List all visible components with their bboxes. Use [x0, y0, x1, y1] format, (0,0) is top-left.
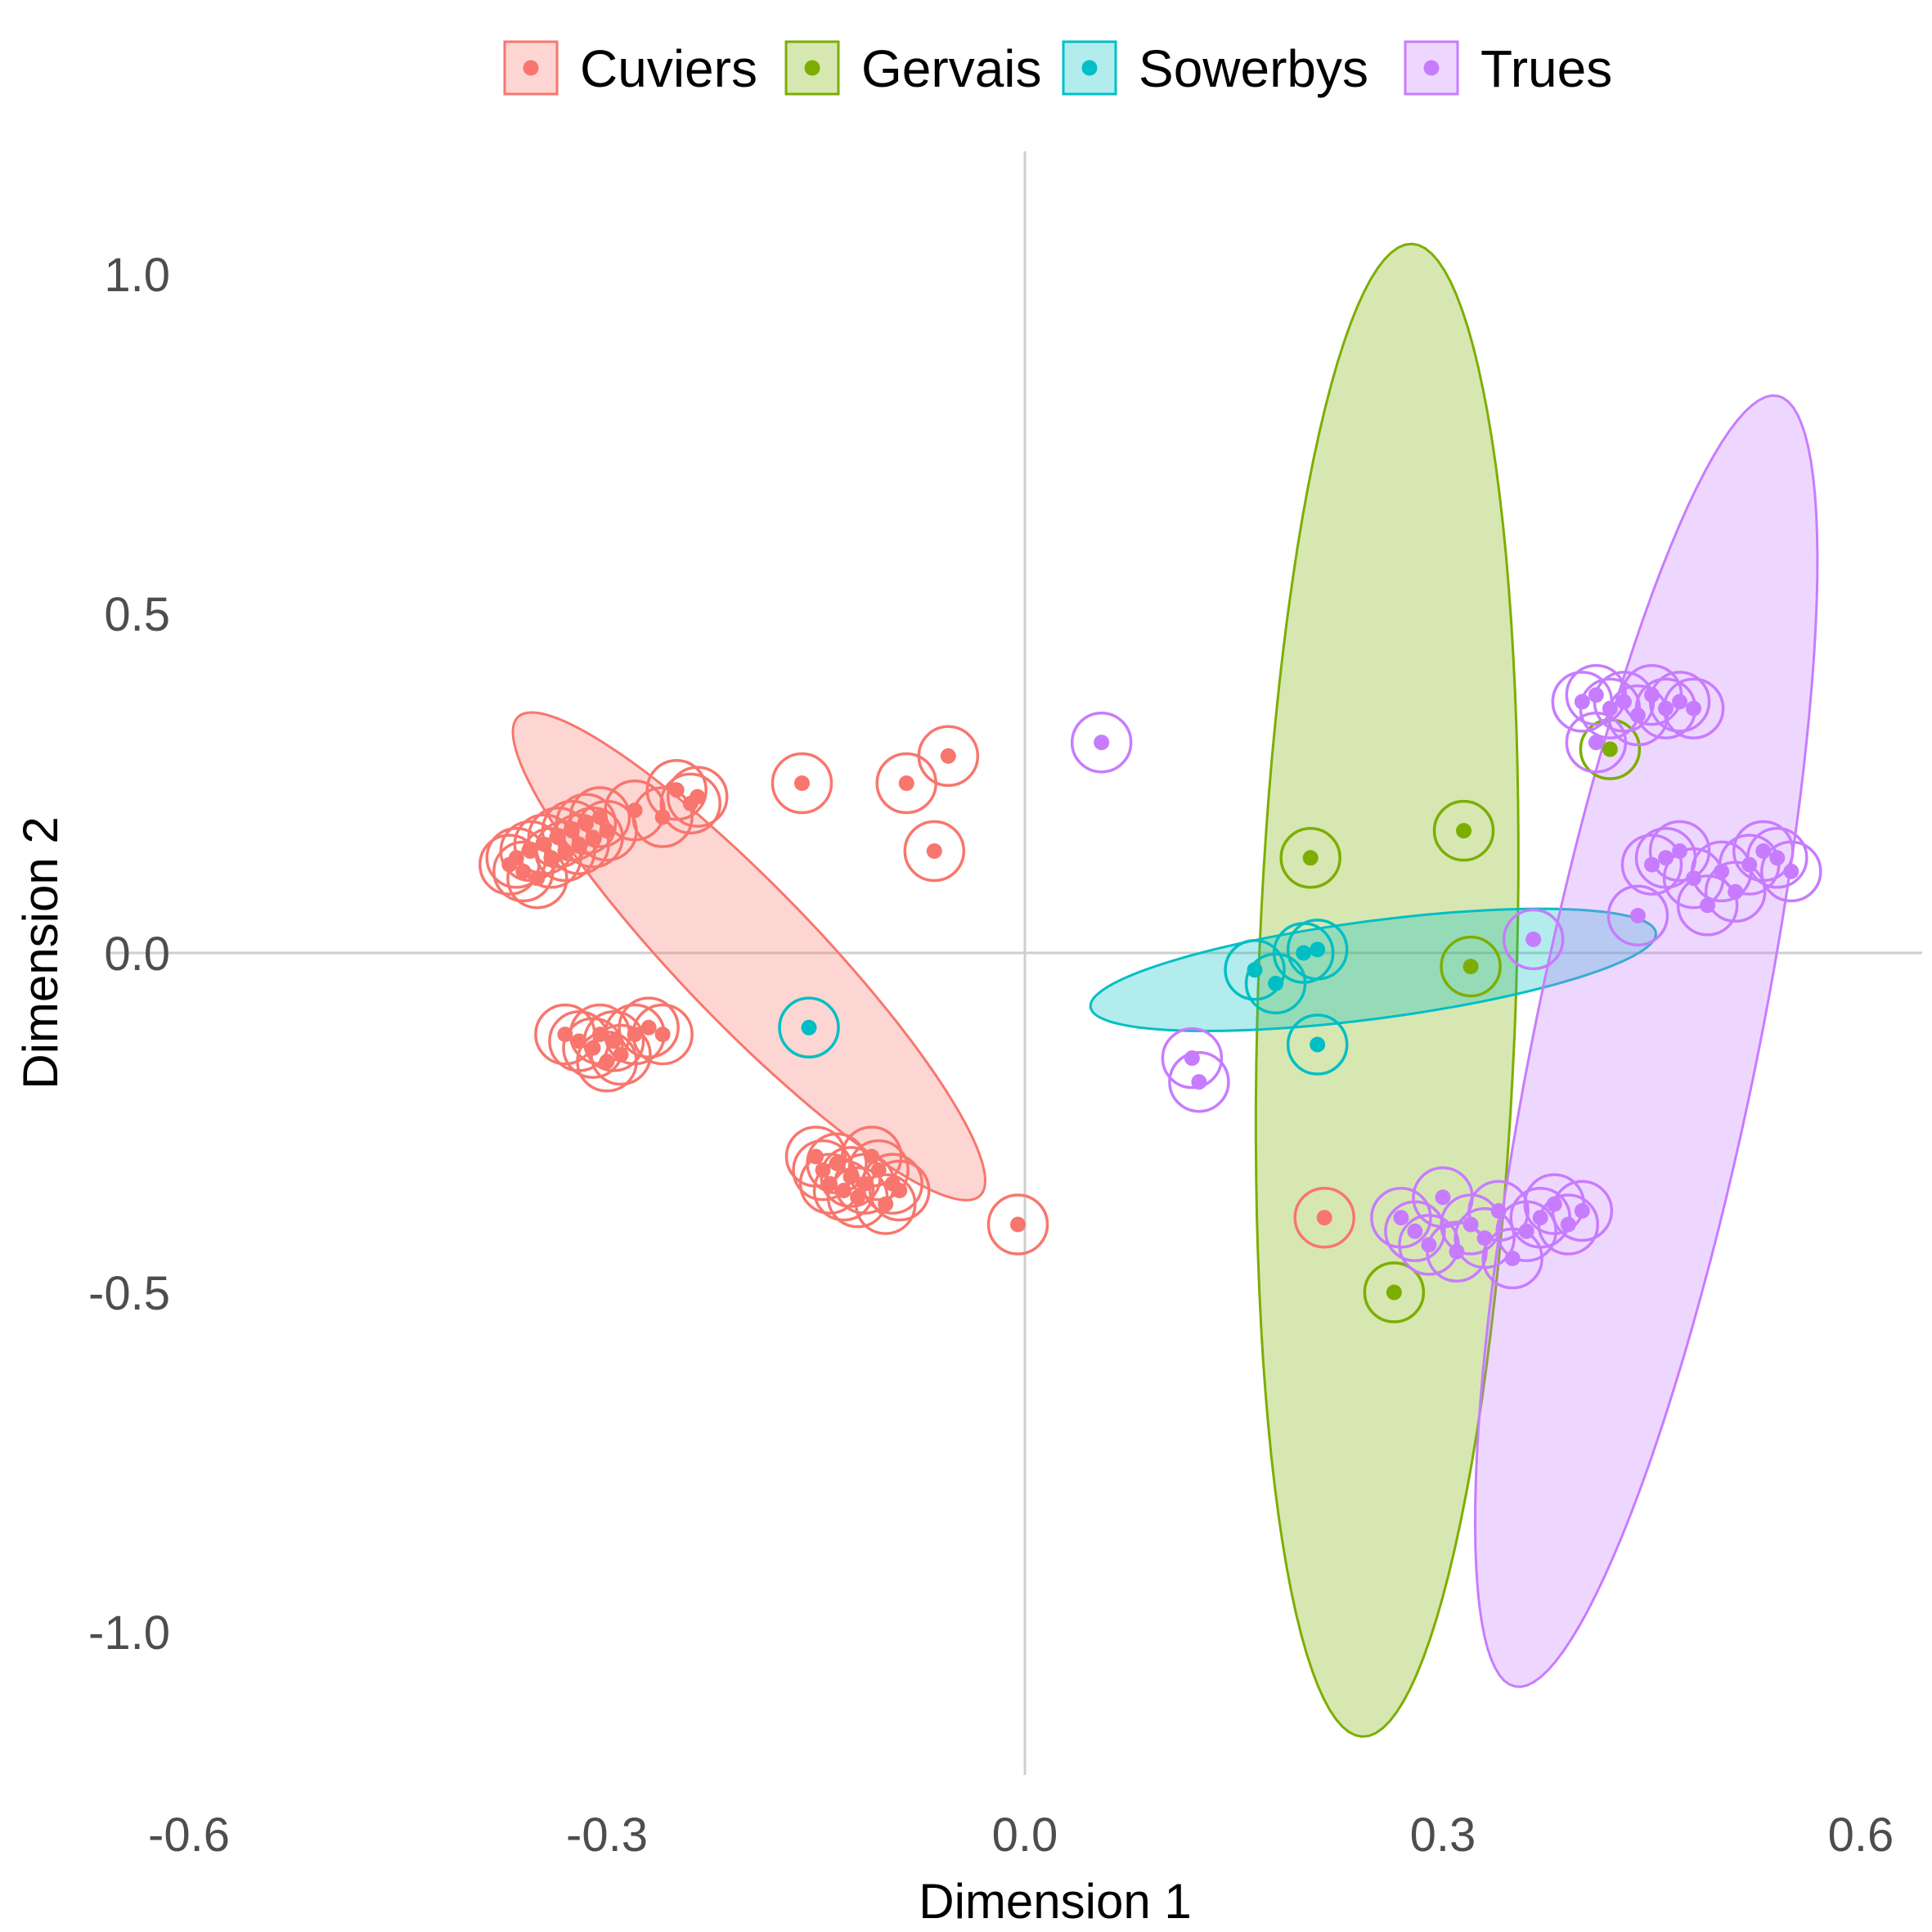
x-tick-label: 0.0: [992, 1808, 1058, 1862]
x-tick-label: 0.6: [1828, 1808, 1894, 1862]
trues-point: [1565, 711, 1628, 774]
cuviers-ellipse: [511, 711, 987, 1202]
y-tick-label: 0.0: [104, 928, 170, 981]
legend-key: [1062, 40, 1117, 96]
sowerbys-point: [1286, 1013, 1349, 1076]
cuviers-point: [666, 766, 729, 828]
cuviers-point: [618, 996, 680, 1059]
sowerbys-ellipse: [1089, 907, 1657, 1032]
cuviers-point: [875, 752, 937, 815]
cuviers-point: [771, 752, 833, 815]
legend-item-gervais: Gervais: [784, 39, 1042, 98]
legend-label: Trues: [1480, 39, 1612, 98]
y-tick-label: -0.5: [88, 1267, 170, 1320]
trues-point: [1662, 677, 1725, 739]
gervais-point: [1432, 799, 1495, 862]
trues-point: [1648, 671, 1711, 733]
sowerbys-point: [1286, 919, 1349, 981]
confidence-ellipses: [511, 242, 1819, 1738]
gervais-point: [1279, 827, 1341, 889]
data-points: [479, 663, 1822, 1323]
trues-point: [1168, 1050, 1230, 1113]
y-tick-label: 1.0: [104, 249, 170, 302]
trues-point: [1502, 908, 1565, 971]
legend-item-sowerbys: Sowerbys: [1062, 39, 1368, 98]
x-tick-label: 0.3: [1410, 1808, 1476, 1862]
trues-ellipse: [1473, 394, 1819, 1688]
legend-item-trues: Trues: [1404, 39, 1612, 98]
cuviers-point: [917, 725, 980, 788]
legend-label: Gervais: [861, 39, 1042, 98]
sowerbys-point: [778, 996, 840, 1059]
trues-point: [1551, 1179, 1614, 1242]
trues-point: [1606, 884, 1669, 947]
cuviers-point: [868, 1159, 931, 1222]
trues-point: [1495, 1200, 1557, 1263]
x-tick-label: -0.3: [566, 1808, 648, 1862]
trues-point: [1537, 1193, 1600, 1256]
cuviers-point: [903, 820, 966, 883]
legend-label: Sowerbys: [1139, 39, 1368, 98]
y-axis: -1.0 -0.5 0.0 0.5 1.0: [88, 249, 170, 1660]
x-axis: -0.6 -0.3 0.0 0.3 0.6: [148, 1808, 1894, 1862]
y-tick-label: 0.5: [104, 588, 170, 641]
legend: Cuviers Gervais Sowerbys Trues: [503, 39, 1612, 98]
trues-point: [1070, 711, 1133, 774]
x-tick-label: -0.6: [148, 1808, 230, 1862]
gervais-point: [1440, 935, 1502, 998]
y-axis-title: Dimension 2: [13, 816, 68, 1090]
legend-label: Cuviers: [580, 39, 757, 98]
legend-item-cuviers: Cuviers: [503, 39, 757, 98]
cuviers-point: [568, 786, 631, 848]
trues-point: [1370, 1186, 1432, 1249]
x-axis-title: Dimension 1: [919, 1874, 1192, 1929]
legend-key: [1404, 40, 1459, 96]
cuviers-point: [631, 1003, 694, 1066]
gervais-point: [1363, 1261, 1426, 1323]
trues-point: [1760, 840, 1822, 903]
cuviers-point: [986, 1193, 1049, 1256]
trues-point: [1746, 827, 1808, 889]
gervais-ellipse: [1254, 242, 1520, 1738]
cuviers-point: [1293, 1186, 1355, 1249]
y-tick-label: -1.0: [88, 1606, 170, 1660]
reference-lines: [106, 151, 1922, 1775]
